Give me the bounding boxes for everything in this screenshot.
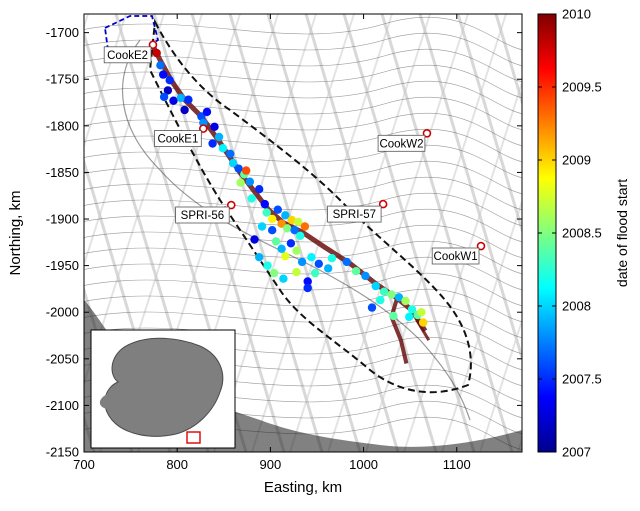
flood-point <box>387 290 395 298</box>
colorbar-tick-label: 2009 <box>562 153 591 168</box>
station-label: SPRI-56 <box>181 210 224 222</box>
flood-point <box>274 206 282 214</box>
y-tick-label: -2100 <box>46 398 79 413</box>
flood-point <box>156 61 164 69</box>
flood-point <box>343 258 351 266</box>
flood-point <box>419 318 427 326</box>
colorbar-label: date of flood start <box>614 179 630 287</box>
flood-point <box>272 237 280 245</box>
station-label: CookW2 <box>379 138 423 150</box>
flood-point <box>180 106 188 114</box>
flood-point <box>255 253 263 261</box>
y-tick-label: -1750 <box>46 72 79 87</box>
flood-point <box>315 260 323 268</box>
flood-point <box>277 245 285 253</box>
flood-point <box>279 275 287 283</box>
flood-point <box>311 269 319 277</box>
flood-point <box>270 269 278 277</box>
flood-point <box>166 76 174 84</box>
y-tick-label: -1900 <box>46 212 79 227</box>
flood-point <box>376 296 384 304</box>
flood-point <box>226 150 234 158</box>
y-tick-label: -1950 <box>46 258 79 273</box>
flood-point <box>236 179 244 187</box>
flood-point <box>255 185 263 193</box>
flood-point <box>153 49 161 57</box>
swath-line <box>632 14 640 452</box>
flood-point <box>242 166 250 174</box>
y-tick-label: -2050 <box>46 351 79 366</box>
flood-point <box>208 139 216 147</box>
flood-point <box>268 215 276 223</box>
colorbar-tick-label: 2009.5 <box>562 80 602 95</box>
station-label: SPRI-57 <box>333 209 376 221</box>
flood-point <box>287 239 295 247</box>
flood-point <box>352 267 360 275</box>
x-tick-label: 800 <box>166 457 188 472</box>
flood-point <box>301 222 309 230</box>
colorbar-tick-label: 2007 <box>562 445 591 460</box>
flood-point <box>281 252 289 260</box>
colorbar-tick-label: 2008.5 <box>562 226 602 241</box>
flood-point <box>263 261 271 269</box>
flood-point <box>215 133 223 141</box>
flood-point <box>298 258 306 266</box>
flood-point <box>296 232 304 240</box>
y-tick-label: -1800 <box>46 118 79 133</box>
x-tick-label: 1100 <box>443 457 471 472</box>
flood-point <box>177 94 185 102</box>
x-axis-label: Easting, km <box>264 479 342 496</box>
flood-point <box>210 123 218 131</box>
flood-point <box>304 284 312 292</box>
flood-point <box>292 247 300 255</box>
flood-point <box>184 96 192 104</box>
colorbar-tick-label: 2008 <box>562 299 591 314</box>
flood-point <box>263 208 271 216</box>
flood-point <box>389 312 397 320</box>
flood-point <box>380 288 388 296</box>
flood-point <box>324 264 332 272</box>
flood-point <box>169 97 177 105</box>
flood-point <box>283 224 291 232</box>
flood-point <box>250 235 258 243</box>
y-tick-label: -2150 <box>46 445 79 460</box>
station-label: CookE1 <box>157 134 198 146</box>
x-tick-label: 1000 <box>349 457 378 472</box>
flood-point <box>248 194 256 202</box>
flood-point <box>405 313 413 321</box>
flood-point <box>307 253 315 261</box>
flood-point <box>328 254 336 262</box>
flood-point <box>268 226 276 234</box>
y-axis-label: Northing, km <box>7 190 24 275</box>
flood-point <box>160 93 168 101</box>
flood-point <box>361 272 369 280</box>
x-tick-label: 900 <box>260 457 282 472</box>
colorbar: 2007 2007.5 2008 2008.5 2009 2009.5 2010 date … <box>538 7 630 460</box>
flood-point <box>401 297 409 305</box>
flood-point <box>219 144 227 152</box>
flood-point <box>368 303 376 311</box>
y-tick-label: -1700 <box>46 25 79 40</box>
station-label: CookE2 <box>107 50 148 62</box>
flood-point <box>417 308 425 316</box>
flood-point <box>159 70 167 78</box>
y-tick-label: -2000 <box>46 305 79 320</box>
colorbar-tick-label: 2010 <box>562 7 591 22</box>
flood-point <box>292 268 300 276</box>
flood-point <box>203 108 211 116</box>
flood-point <box>246 178 254 186</box>
y-tick-label: -1850 <box>46 165 79 180</box>
flood-point <box>258 222 266 230</box>
colorbar-tick-label: 2007.5 <box>562 372 602 387</box>
antarctica-inset-map <box>91 330 235 448</box>
flood-point <box>372 282 380 290</box>
station-label: CookW1 <box>434 251 478 263</box>
flood-point <box>261 200 269 208</box>
